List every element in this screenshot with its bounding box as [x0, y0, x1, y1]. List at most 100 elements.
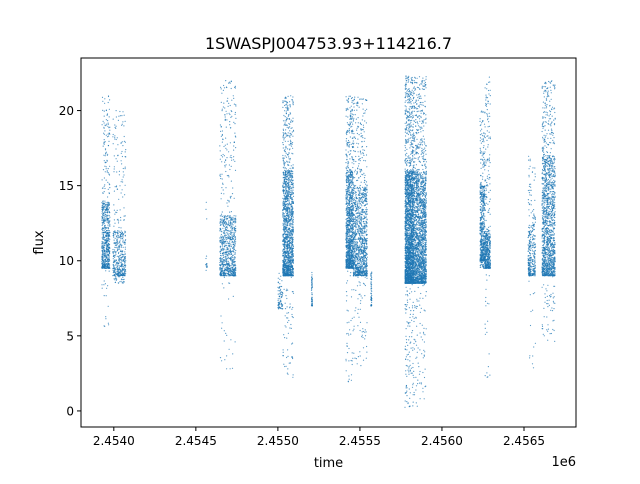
data-point	[291, 202, 293, 204]
data-point	[351, 289, 353, 291]
data-point	[120, 181, 122, 183]
data-point	[290, 214, 292, 216]
data-point	[114, 186, 116, 188]
data-point	[118, 248, 120, 250]
data-point	[348, 125, 350, 127]
data-point	[346, 209, 348, 211]
data-point	[120, 265, 122, 267]
data-point	[290, 197, 293, 199]
data-point	[345, 198, 347, 200]
data-point	[225, 221, 227, 223]
data-point	[101, 252, 104, 254]
data-point	[289, 139, 292, 141]
data-point	[221, 134, 223, 136]
data-point	[347, 109, 349, 111]
data-point	[229, 82, 231, 84]
data-point	[116, 255, 118, 257]
data-point	[115, 247, 117, 249]
data-point	[348, 128, 350, 130]
data-point	[121, 141, 123, 143]
data-point	[103, 208, 105, 210]
data-point	[347, 151, 349, 153]
data-point	[102, 203, 104, 205]
data-point	[103, 141, 105, 143]
data-point	[106, 253, 108, 255]
data-point	[230, 264, 232, 267]
data-point	[105, 252, 107, 254]
data-point	[349, 153, 351, 155]
data-point	[222, 106, 224, 108]
data-point	[285, 260, 287, 262]
data-point	[288, 152, 290, 154]
data-point	[105, 263, 107, 265]
data-point	[101, 231, 103, 233]
data-point	[106, 237, 108, 239]
data-point	[108, 219, 110, 221]
data-point	[345, 358, 347, 360]
data-point	[290, 245, 293, 247]
data-point	[287, 154, 289, 156]
data-point	[205, 257, 207, 260]
data-point	[124, 270, 126, 272]
data-point	[289, 104, 291, 106]
data-point	[289, 106, 291, 108]
data-point	[108, 233, 110, 235]
data-point	[286, 182, 288, 184]
data-point	[234, 269, 236, 271]
data-point	[231, 229, 233, 231]
data-point	[346, 175, 348, 177]
data-point	[223, 193, 225, 195]
data-point	[290, 212, 292, 214]
data-point	[350, 296, 353, 298]
data-point	[122, 246, 124, 248]
data-point	[101, 250, 103, 252]
data-point	[352, 198, 354, 200]
data-point	[228, 216, 231, 218]
data-point	[105, 202, 107, 204]
data-point	[292, 221, 294, 223]
data-point	[292, 180, 294, 182]
data-point	[235, 249, 237, 252]
data-point	[105, 119, 107, 121]
data-point	[292, 164, 294, 166]
data-point	[222, 253, 224, 255]
data-point	[227, 256, 229, 258]
data-point	[345, 264, 347, 266]
data-point	[227, 221, 230, 223]
data-point	[105, 109, 107, 112]
data-point	[287, 190, 289, 192]
data-point	[234, 256, 236, 259]
data-point	[228, 151, 230, 153]
data-point	[229, 248, 231, 250]
data-point	[124, 256, 126, 258]
data-point	[219, 357, 222, 359]
data-point	[292, 171, 294, 173]
data-point	[101, 240, 103, 243]
data-point	[292, 208, 294, 210]
data-point	[291, 210, 293, 212]
data-point	[108, 127, 110, 129]
data-point	[121, 263, 123, 265]
data-point	[287, 245, 289, 247]
data-point	[283, 259, 285, 261]
data-point	[284, 176, 286, 179]
data-point	[288, 188, 290, 190]
data-point	[230, 87, 232, 90]
data-point	[119, 209, 121, 211]
data-point	[289, 210, 291, 212]
data-point	[280, 296, 282, 299]
data-point	[102, 245, 104, 247]
data-point	[223, 271, 225, 273]
data-point	[351, 162, 353, 164]
data-point	[233, 261, 235, 263]
data-point	[349, 172, 352, 175]
data-point	[102, 200, 104, 202]
data-point	[349, 258, 351, 260]
data-point	[123, 254, 125, 256]
data-point	[231, 256, 233, 258]
data-point	[232, 254, 234, 256]
data-point	[223, 155, 225, 157]
data-point	[124, 269, 126, 271]
data-point	[235, 220, 237, 222]
data-point	[226, 100, 228, 102]
